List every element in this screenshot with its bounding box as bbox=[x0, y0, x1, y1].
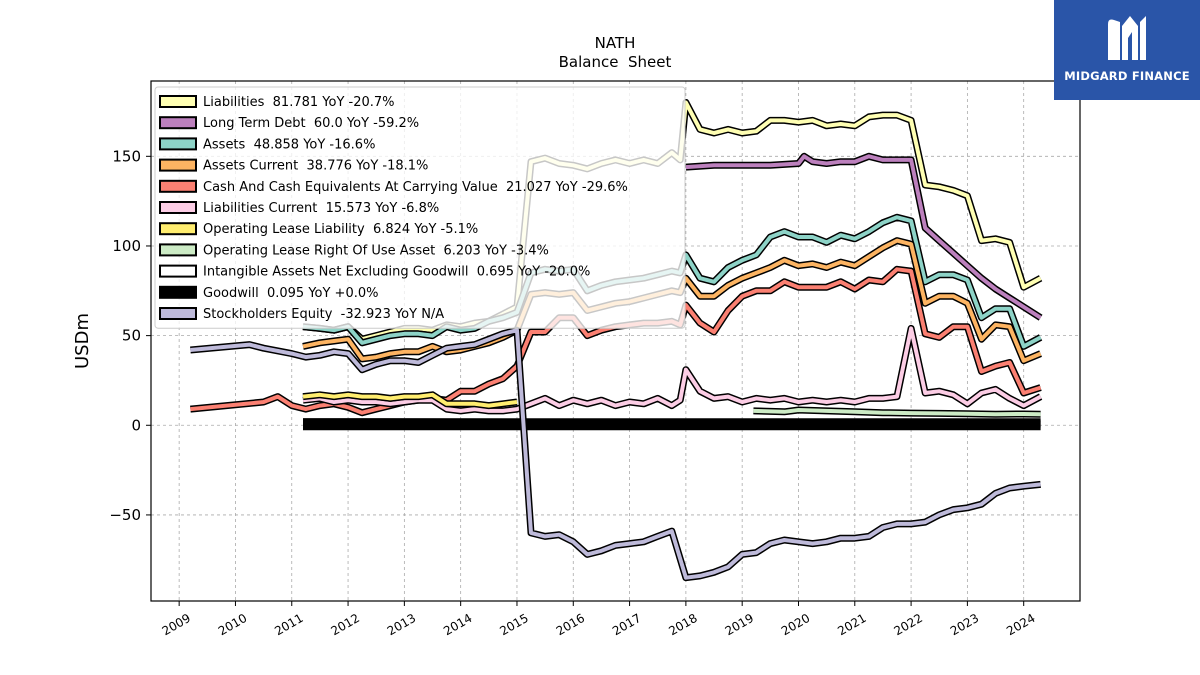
legend-entry-label: Stockholders Equity -32.923 YoY N/A bbox=[203, 307, 444, 322]
y-tick-label: 50 bbox=[122, 327, 141, 345]
legend-box bbox=[154, 86, 686, 329]
x-tick-label: 2019 bbox=[723, 611, 756, 638]
legend: Liabilities 81.781 YoY -20.7% Long Term D… bbox=[154, 86, 686, 329]
y-tick-label: 150 bbox=[112, 147, 141, 165]
x-tick-label: 2016 bbox=[554, 611, 587, 638]
legend-swatch bbox=[159, 307, 197, 320]
x-tick-label: 2020 bbox=[779, 611, 812, 638]
x-tick-label: 2024 bbox=[1004, 611, 1037, 638]
y-tick-label: −50 bbox=[109, 506, 141, 524]
series-line-liabilities-current bbox=[302, 324, 1043, 415]
legend-entry-label: Intangible Assets Net Excluding Goodwill… bbox=[203, 265, 590, 280]
x-tick-label: 2015 bbox=[497, 611, 530, 638]
x-tick-label: 2021 bbox=[835, 611, 868, 638]
legend-entry-label: Liabilities 81.781 YoY -20.7% bbox=[203, 95, 395, 110]
series-line-operating-lease-right-of-use-asset bbox=[753, 406, 1041, 418]
plot-area-frame bbox=[150, 80, 1081, 602]
brand-name: MIDGARD FINANCE bbox=[1064, 69, 1190, 83]
legend-entry-label: Assets Current 38.776 YoY -18.1% bbox=[203, 159, 428, 174]
legend-entry-label: Liabilities Current 15.573 YoY -6.8% bbox=[203, 201, 439, 216]
x-tick-label: 2010 bbox=[216, 611, 249, 638]
legend-swatch bbox=[159, 285, 197, 299]
legend-swatch bbox=[159, 179, 197, 193]
y-tick-label: 0 bbox=[131, 416, 141, 434]
x-tick-label: 2023 bbox=[948, 611, 981, 638]
legend-swatch bbox=[159, 116, 197, 130]
stylized-m-logo-icon bbox=[1108, 16, 1146, 60]
legend-swatch bbox=[159, 201, 197, 214]
x-tick-label: 2017 bbox=[610, 611, 643, 638]
x-tick-label: 2022 bbox=[892, 611, 925, 638]
x-tick-label: 2012 bbox=[328, 611, 361, 638]
chart-subtitle: Balance Sheet bbox=[559, 53, 672, 71]
x-tick-label: 2013 bbox=[385, 611, 418, 638]
y-axis-label: USDm bbox=[72, 313, 93, 369]
x-tick-label: 2018 bbox=[666, 611, 699, 638]
legend-entry-label: Operating Lease Liability 6.824 YoY -5.1… bbox=[203, 222, 478, 237]
series-line-operating-lease-liability bbox=[302, 391, 518, 410]
legend-swatch bbox=[159, 222, 197, 236]
legend-entry-label: Goodwill 0.095 YoY +0.0% bbox=[203, 286, 378, 301]
series-line-stockholders-equity bbox=[190, 326, 1041, 582]
legend-swatch bbox=[159, 243, 197, 257]
legend-swatch bbox=[159, 95, 197, 108]
series-line-long-term-debt bbox=[685, 152, 1043, 321]
x-tick-label: 2014 bbox=[441, 611, 474, 638]
y-tick-label: 100 bbox=[112, 237, 141, 255]
legend-entry-label: Assets 48.858 YoY -16.6% bbox=[203, 137, 375, 152]
legend-entry-label: Long Term Debt 60.0 YoY -59.2% bbox=[203, 116, 419, 131]
legend-swatch bbox=[159, 264, 197, 278]
x-tick-label: 2009 bbox=[160, 611, 193, 638]
legend-swatch bbox=[159, 158, 197, 172]
chart-title: NATH bbox=[595, 34, 636, 52]
legend-entry-label: Operating Lease Right Of Use Asset 6.203… bbox=[203, 243, 549, 258]
legend-swatch bbox=[159, 137, 197, 151]
legend-entry-label: Cash And Cash Equivalents At Carrying Va… bbox=[203, 180, 628, 195]
brand-logo-box: MIDGARD FINANCE bbox=[1054, 0, 1200, 100]
x-tick-label: 2011 bbox=[272, 611, 305, 638]
